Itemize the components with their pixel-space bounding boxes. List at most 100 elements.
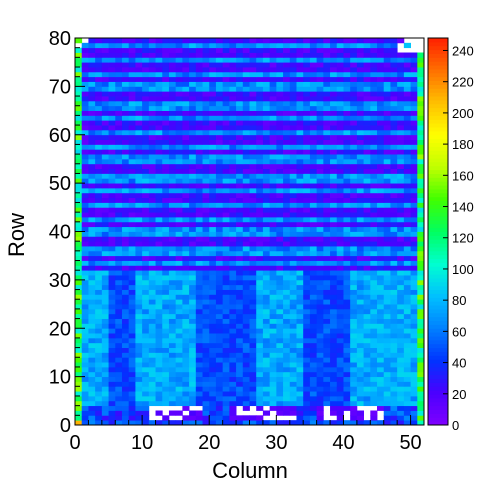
heatmap-cell [262, 323, 271, 329]
colorbar-segment [428, 115, 448, 120]
heatmap-cell [229, 76, 237, 82]
heatmap-cell [390, 52, 398, 58]
heatmap-cell [336, 376, 344, 382]
heatmap-cell [182, 318, 190, 324]
heatmap-cell [309, 255, 318, 261]
heatmap-cell [229, 71, 237, 78]
heatmap-cell [162, 333, 170, 339]
heatmap-cell [215, 347, 224, 353]
heatmap-cell [363, 304, 371, 310]
heatmap-cell [330, 120, 338, 126]
heatmap-cell [175, 255, 183, 261]
heatmap-cell [135, 134, 143, 140]
heatmap-cell [189, 420, 197, 426]
heatmap-cell [209, 304, 217, 310]
heatmap-cell [343, 405, 351, 411]
heatmap-cell [101, 352, 109, 358]
heatmap-cell [309, 294, 318, 300]
heatmap-cell [121, 226, 130, 232]
colorbar-segment [428, 421, 448, 426]
heatmap-cell [242, 333, 250, 339]
heatmap-cell [115, 270, 123, 276]
heatmap-cell [155, 183, 163, 189]
heatmap-cell [236, 299, 244, 305]
heatmap-cell [209, 76, 217, 82]
heatmap-cell [403, 110, 411, 116]
heatmap-cell [229, 265, 237, 271]
heatmap-cell [330, 381, 338, 387]
heatmap-cell [189, 352, 197, 358]
heatmap-cell [189, 381, 197, 387]
heatmap-cell [350, 246, 358, 252]
heatmap-cell [283, 125, 291, 131]
heatmap-cell [222, 294, 230, 300]
y-tick-label: 30 [49, 270, 71, 292]
heatmap-cell [115, 42, 123, 49]
heatmap-cell [330, 197, 338, 203]
heatmap-cell [356, 304, 364, 310]
heatmap-cell [229, 202, 237, 208]
heatmap-cell [195, 192, 203, 199]
heatmap-cell [142, 366, 150, 373]
heatmap-cell [370, 52, 378, 58]
heatmap-cell [148, 323, 156, 329]
heatmap-cell [121, 71, 130, 78]
heatmap-cell [397, 149, 405, 155]
heatmap-cell [155, 100, 163, 107]
heatmap-cell [256, 110, 264, 116]
heatmap-cell [75, 149, 83, 155]
heatmap-cell [269, 67, 277, 73]
heatmap-cell [242, 299, 250, 305]
heatmap-cell [403, 391, 411, 397]
heatmap-cell [108, 391, 116, 397]
heatmap-cell [215, 226, 224, 232]
heatmap-cell [88, 299, 96, 305]
heatmap-cell [148, 212, 156, 218]
heatmap-cell [330, 62, 338, 68]
heatmap-cell [249, 149, 257, 155]
heatmap-cell [370, 42, 378, 49]
heatmap-cell [242, 62, 250, 68]
heatmap-cell [195, 129, 203, 136]
heatmap-cell [209, 120, 217, 126]
heatmap-cell [202, 415, 210, 421]
heatmap-cell [417, 333, 425, 339]
heatmap-cell [289, 270, 297, 276]
heatmap-cell [81, 376, 89, 382]
heatmap-cell [296, 62, 304, 68]
heatmap-cell [101, 241, 109, 247]
heatmap-cell [135, 371, 143, 378]
heatmap-cell [249, 91, 257, 97]
heatmap-cell [195, 115, 203, 121]
heatmap-cell [222, 405, 230, 411]
heatmap-cell [330, 255, 338, 261]
heatmap-cell [182, 202, 190, 208]
heatmap-cell [289, 308, 297, 315]
heatmap-cell [397, 231, 405, 237]
heatmap-cell [189, 366, 197, 373]
heatmap-cell [283, 139, 291, 145]
heatmap-cell [121, 308, 130, 315]
heatmap-cell [256, 391, 264, 397]
heatmap-cell [195, 231, 203, 237]
heatmap-cell [262, 270, 271, 276]
heatmap-cell [356, 57, 364, 63]
heatmap-cell [343, 216, 351, 223]
heatmap-cell [283, 289, 291, 295]
heatmap-cell [410, 415, 418, 421]
heatmap-cell [356, 71, 364, 78]
heatmap-cell [75, 294, 83, 300]
heatmap-cell [276, 168, 284, 174]
heatmap-cell [115, 105, 123, 111]
heatmap-cell [383, 178, 391, 184]
heatmap-cell [215, 62, 224, 68]
heatmap-cell [229, 96, 237, 102]
heatmap-cell [215, 139, 224, 145]
heatmap-cell [195, 158, 203, 165]
heatmap-cell [289, 163, 297, 170]
heatmap-cell [128, 275, 136, 281]
heatmap-cell [101, 42, 109, 49]
heatmap-cell [323, 400, 331, 407]
heatmap-cell [209, 366, 217, 373]
